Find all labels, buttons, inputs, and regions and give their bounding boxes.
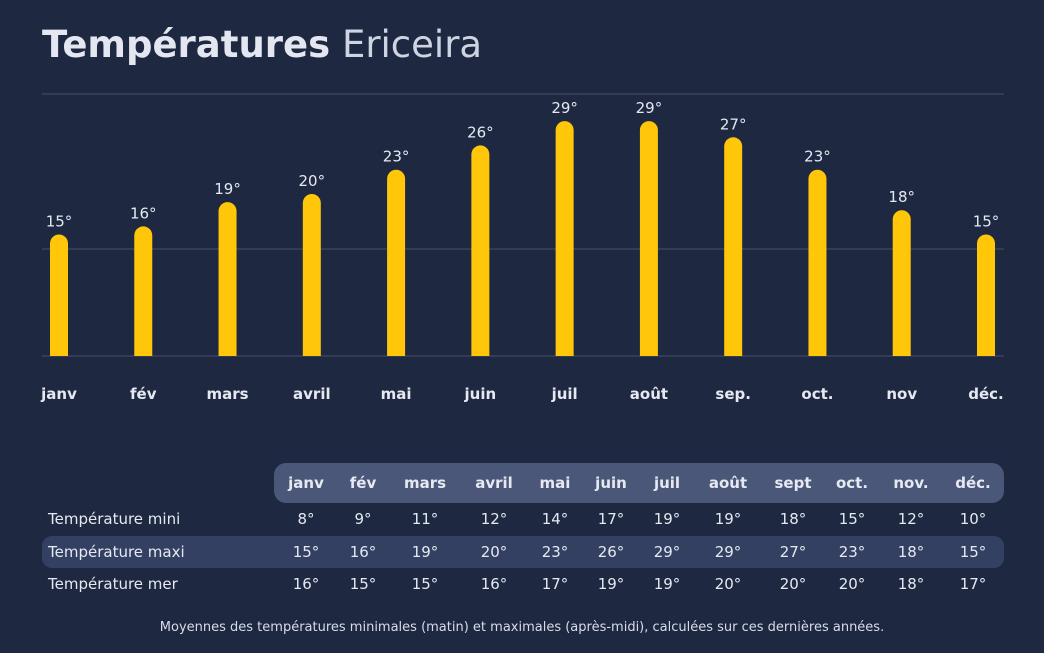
table-cell: 16° <box>480 575 508 593</box>
data-label: 15° <box>46 213 73 231</box>
x-tick-label: avril <box>293 385 331 403</box>
page-title: Températures Ericeira <box>42 20 482 70</box>
data-label: 23° <box>804 148 831 166</box>
table-cell: 29° <box>653 543 681 561</box>
table-cell: 12° <box>480 510 508 528</box>
x-tick-label: fév <box>130 385 157 403</box>
data-label: 18° <box>888 188 915 206</box>
table-cell: 19° <box>653 575 681 593</box>
table-row: Température maxi 15° 16° 19° 20° 23° 26° 29° 29°… <box>42 536 1004 568</box>
table-cell: 19° <box>597 575 625 593</box>
column-header: août <box>708 474 748 492</box>
column-header: fév <box>349 474 377 492</box>
x-tick-label: sep. <box>715 385 751 403</box>
table-cell: 23° <box>838 543 866 561</box>
column-header: avril <box>475 474 513 492</box>
table-cell: 8° <box>297 510 315 528</box>
table-cell: 18° <box>779 510 807 528</box>
x-tick-label: juil <box>551 385 578 403</box>
data-label: 29° <box>636 99 663 117</box>
table-cell: 29° <box>714 543 742 561</box>
table-cell: 18° <box>897 575 925 593</box>
table-cell: 19° <box>714 510 742 528</box>
table-cell: 20° <box>779 575 807 593</box>
bar <box>808 169 827 356</box>
column-header: déc. <box>955 474 991 492</box>
column-header: mars <box>403 474 447 492</box>
table-cell: 11° <box>411 510 439 528</box>
table-cell: 17° <box>959 575 987 593</box>
table-cell: 16° <box>292 575 320 593</box>
title-bold: Températures <box>42 23 331 66</box>
column-header: juil <box>653 474 681 492</box>
table-row: Température mer 16° 15° 15° 16° 17° 19° 19° 20° 2… <box>42 568 1004 600</box>
column-header: mai <box>539 474 571 492</box>
temperature-bar-chart: 15° janv 16° fév 19° mars 20° avril 23° mai 26° jui… <box>40 93 1004 403</box>
table-cell: 18° <box>897 543 925 561</box>
bar <box>724 137 743 356</box>
table-cell: 20° <box>480 543 508 561</box>
title-location: Ericeira <box>341 23 483 66</box>
bar <box>977 234 995 356</box>
x-tick-label: nov <box>886 385 917 403</box>
row-label: Température mer <box>48 575 178 593</box>
bar <box>892 210 911 356</box>
bar <box>387 169 406 356</box>
table-cell: 17° <box>541 575 569 593</box>
table-cell: 20° <box>714 575 742 593</box>
table-cell: 20° <box>838 575 866 593</box>
table-cell: 12° <box>897 510 925 528</box>
table-cell: 26° <box>597 543 625 561</box>
bar <box>471 145 490 356</box>
data-label: 29° <box>551 99 578 117</box>
data-label: 16° <box>130 204 157 222</box>
data-label: 26° <box>467 123 494 141</box>
table-cell: 9° <box>354 510 372 528</box>
footnote: Moyennes des températures minimales (mat… <box>159 620 885 635</box>
table-cell: 17° <box>597 510 625 528</box>
x-tick-label: juin <box>464 385 497 403</box>
row-label: Température maxi <box>48 543 185 561</box>
x-tick-label: oct. <box>801 385 833 403</box>
table-cell: 19° <box>411 543 439 561</box>
table-cell: 19° <box>653 510 681 528</box>
column-header: sept <box>774 474 812 492</box>
table-cell: 15° <box>292 543 320 561</box>
data-label: 27° <box>720 115 747 133</box>
row-label: Température mini <box>48 510 181 528</box>
table-cell: 15° <box>838 510 866 528</box>
bar <box>555 121 574 356</box>
table-cell: 15° <box>411 575 439 593</box>
table-row: Température mini 8° 9° 11° 12° 14° 17° 19° 19° 18… <box>42 503 1004 535</box>
data-label: 19° <box>214 180 241 198</box>
bar <box>639 121 658 356</box>
bar <box>50 234 68 356</box>
x-tick-label: août <box>630 385 668 403</box>
data-label: 15° <box>973 213 1000 231</box>
x-tick-label: mai <box>381 385 412 403</box>
data-label: 23° <box>383 148 410 166</box>
x-tick-label: déc. <box>968 385 1004 403</box>
column-header: janv <box>288 474 324 492</box>
table-cell: 15° <box>959 543 987 561</box>
column-header: oct. <box>835 474 869 492</box>
data-label: 20° <box>299 172 326 190</box>
bar <box>134 226 153 356</box>
table-cell: 23° <box>541 543 569 561</box>
bar <box>302 194 321 356</box>
table-cell: 27° <box>779 543 807 561</box>
x-tick-label: mars <box>207 385 249 403</box>
table-header: janv fév mars avril mai juin juil août sept oct. n… <box>274 463 1004 503</box>
table-cell: 16° <box>349 543 377 561</box>
table-cell: 10° <box>959 510 987 528</box>
table-cell: 15° <box>349 575 377 593</box>
bar <box>218 202 237 356</box>
x-tick-label: janv <box>40 385 77 403</box>
column-header: juin <box>595 474 627 492</box>
column-header: nov. <box>893 474 929 492</box>
table-cell: 14° <box>541 510 569 528</box>
